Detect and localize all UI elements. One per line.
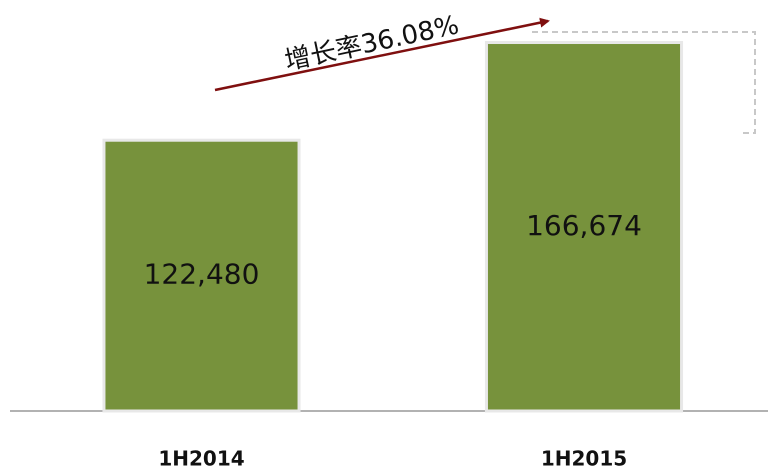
bar (102, 138, 301, 413)
x-tick-label: 1H2015 (541, 447, 627, 471)
dashed-frame (532, 31, 756, 134)
value-label: 166,674 (526, 209, 642, 242)
annotation: 增长率36.08% (282, 10, 462, 76)
x-tick-label: 1H2014 (158, 447, 244, 471)
value-label: 122,480 (144, 258, 260, 291)
growth-arrow (214, 17, 550, 92)
bar (484, 41, 684, 413)
